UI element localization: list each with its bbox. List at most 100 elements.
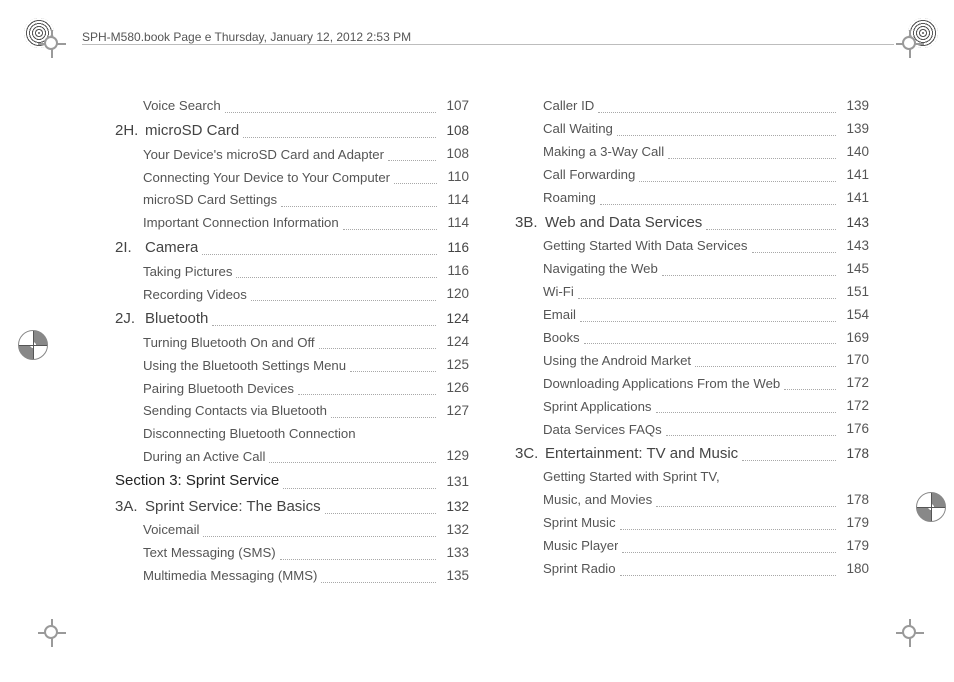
toc-leader (578, 298, 837, 299)
toc-entry: Making a 3-Way Call140 (515, 141, 869, 164)
toc-label: Voicemail (143, 520, 199, 540)
toc-leader (236, 277, 437, 278)
toc-label: Taking Pictures (143, 262, 232, 282)
toc-heading: 3A.Sprint Service: The Basics132 (115, 494, 469, 519)
toc-page: 116 (441, 261, 469, 282)
toc-label: Pairing Bluetooth Devices (143, 379, 294, 399)
toc-leader (225, 112, 437, 113)
toc-label: Important Connection Information (143, 213, 339, 233)
toc-entry: Text Messaging (SMS)133 (115, 542, 469, 565)
toc-page: 141 (840, 165, 869, 186)
toc-label: microSD Card Settings (143, 190, 277, 210)
toc-page: 154 (840, 305, 869, 326)
toc-label: Text Messaging (SMS) (143, 543, 276, 563)
toc-entry: Using the Bluetooth Settings Menu125 (115, 354, 469, 377)
toc-label: Sprint Service: The Basics (145, 495, 321, 518)
toc-entry: Getting Started With Data Services143 (515, 235, 869, 258)
toc-leader (321, 582, 436, 583)
toc-page: 172 (840, 396, 869, 417)
toc-page: 179 (840, 536, 869, 557)
toc-page: 135 (440, 566, 469, 587)
header-rule (82, 44, 894, 45)
toc-page: 176 (840, 419, 869, 440)
toc-label: Call Waiting (543, 119, 613, 139)
toc-prefix: 2H. (115, 119, 145, 142)
toc-leader (350, 371, 436, 372)
toc-prefix: 3B. (515, 211, 545, 234)
toc-entry: Music, and Movies178 (515, 489, 869, 512)
toc-label: Your Device's microSD Card and Adapter (143, 145, 384, 165)
header-slug: SPH-M580.book Page e Thursday, January 1… (82, 30, 419, 44)
toc-prefix: 2J. (115, 307, 145, 330)
toc-entry: Your Device's microSD Card and Adapter 10… (115, 143, 469, 166)
toc-entry: Wi-Fi151 (515, 281, 869, 304)
toc-leader (251, 300, 437, 301)
toc-leader (695, 366, 836, 367)
toc-label: Web and Data Services (545, 211, 702, 234)
toc-heading: 3B.Web and Data Services 143 (515, 210, 869, 235)
toc-leader (617, 135, 837, 136)
toc-label: Multimedia Messaging (MMS) (143, 566, 317, 586)
toc-leader (394, 183, 437, 184)
toc-page: 179 (840, 513, 869, 534)
toc-entry: Navigating the Web145 (515, 258, 869, 281)
toc-leader (742, 460, 836, 461)
toc-entry: Call Forwarding 141 (515, 164, 869, 187)
crop-mark-tl (38, 30, 66, 58)
toc-label: Data Services FAQs (543, 420, 662, 440)
toc-page: 178 (840, 444, 869, 465)
toc-label: Voice Search (143, 96, 221, 116)
toc-leader (620, 529, 837, 530)
toc-entry: Call Waiting 139 (515, 118, 869, 141)
toc-leader (281, 206, 437, 207)
toc-label: Roaming (543, 188, 596, 208)
toc-leader (600, 204, 837, 205)
toc-label: Section 3: Sprint Service (115, 469, 279, 492)
toc-leader (639, 181, 836, 182)
crop-mark-tr (896, 30, 924, 58)
toc-leader (656, 412, 837, 413)
toc-heading: 3C.Entertainment: TV and Music178 (515, 441, 869, 466)
toc-heading: 2I.Camera116 (115, 235, 469, 260)
toc-page: 127 (440, 401, 469, 422)
toc-leader (706, 229, 836, 230)
toc-entry: Important Connection Information114 (115, 212, 469, 235)
toc-page: 124 (440, 332, 469, 353)
toc-section: Section 3: Sprint Service 131 (115, 468, 469, 493)
toc-label: Sprint Radio (543, 559, 616, 579)
toc-page: 143 (840, 213, 869, 234)
toc-label: Making a 3-Way Call (543, 142, 664, 162)
toc-leader (343, 229, 438, 230)
toc-label: Call Forwarding (543, 165, 635, 185)
registration-mark-left (18, 330, 48, 360)
toc-label: Camera (145, 236, 198, 259)
toc-page: 124 (440, 309, 469, 330)
toc-page: 129 (440, 446, 469, 467)
toc-label: During an Active Call (143, 447, 265, 467)
toc-leader (283, 488, 436, 489)
toc-leader (620, 575, 837, 576)
toc-entry: Sprint Radio180 (515, 558, 869, 581)
toc-label: Downloading Applications From the Web (543, 374, 780, 394)
toc-label: Turning Bluetooth On and Off (143, 333, 315, 353)
toc-label: Sending Contacts via Bluetooth (143, 401, 327, 421)
toc-entry: Data Services FAQs 176 (515, 418, 869, 441)
toc-entry: Recording Videos120 (115, 283, 469, 306)
toc-page: 139 (840, 96, 869, 117)
toc-label: Using the Bluetooth Settings Menu (143, 356, 346, 376)
toc-entry: Getting Started with Sprint TV, (515, 466, 869, 488)
toc-page: 178 (840, 490, 869, 511)
toc-label: Sprint Music (543, 513, 616, 533)
toc-leader (388, 160, 436, 161)
toc-label: Wi-Fi (543, 282, 574, 302)
toc-page: 132 (440, 497, 469, 518)
toc-leader (280, 559, 437, 560)
toc-entry: Caller ID139 (515, 95, 869, 118)
toc-page: 139 (840, 119, 869, 140)
toc-entry: Downloading Applications From the Web172 (515, 372, 869, 395)
toc-entry: Roaming141 (515, 187, 869, 210)
toc-label: Email (543, 305, 576, 325)
toc-page: 108 (440, 144, 469, 165)
toc-page: 145 (840, 259, 869, 280)
toc-page: 131 (440, 472, 469, 493)
